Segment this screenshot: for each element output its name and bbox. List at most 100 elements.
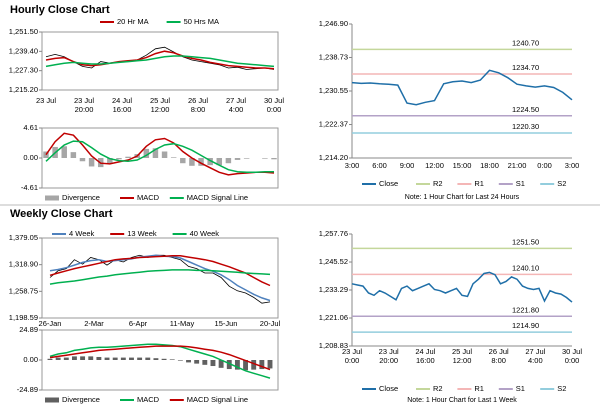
x-tick-label: 3:00 xyxy=(565,161,580,170)
divergence-bar xyxy=(88,356,94,360)
x-tick-label: 24 Jul xyxy=(415,347,435,356)
legend-label: R1 xyxy=(474,384,484,393)
x-tick-label: 16:00 xyxy=(416,356,435,365)
divergence-bar xyxy=(107,158,113,164)
divergence-bar xyxy=(72,356,77,360)
y-tick-label: 1,215.20 xyxy=(9,85,38,94)
divergence-bar xyxy=(207,158,213,166)
x-tick-label: 27 Jul xyxy=(525,347,545,356)
x-tick-label: 2-Mar xyxy=(84,319,104,328)
divergence-bar xyxy=(169,359,175,360)
divergence-bar xyxy=(47,358,53,360)
legend-label: S2 xyxy=(557,179,566,188)
divergence-bar xyxy=(234,158,241,160)
y-tick-label: 1,257.76 xyxy=(319,229,348,238)
legend-label: MACD xyxy=(137,395,160,404)
x-tick-label: 15-Jun xyxy=(215,319,238,328)
divergence-bar xyxy=(216,158,223,166)
divergence-bar xyxy=(218,360,224,368)
y-tick-label: 1,208.83 xyxy=(319,341,348,350)
x-tick-label: 0:00 xyxy=(565,356,580,365)
divergence-bar xyxy=(104,357,110,360)
x-tick-label: 0:00 xyxy=(267,105,282,114)
y-tick-label: 1,221.06 xyxy=(319,313,348,322)
section-title: Weekly Close Chart xyxy=(10,208,113,220)
legend-label: 40 Week xyxy=(190,229,220,238)
x-tick-label: 4:00 xyxy=(528,356,543,365)
divergence-bar xyxy=(243,158,250,159)
x-tick-label: 26-Jan xyxy=(39,319,62,328)
x-tick-label: 12:00 xyxy=(453,356,472,365)
x-tick-label: 0:00 xyxy=(537,161,552,170)
y-tick-label: 1,230.55 xyxy=(319,86,348,95)
y-tick-label: 1,245.52 xyxy=(319,257,348,266)
divergence-bar xyxy=(116,158,122,160)
divergence-bar xyxy=(55,357,61,360)
series-line xyxy=(45,140,274,174)
y-tick-label: -24.89 xyxy=(17,385,38,394)
divergence-bar xyxy=(120,357,126,360)
divergence-bar xyxy=(161,151,168,158)
x-tick-label: 8:00 xyxy=(191,105,206,114)
chart-note: Note: 1 Hour Chart for Last 24 Hours xyxy=(405,194,520,201)
legend-label: 50 Hrs MA xyxy=(184,17,219,26)
divergence-bar xyxy=(234,360,240,370)
x-tick-label: 6-Apr xyxy=(129,319,148,328)
divergence-bar xyxy=(112,357,118,360)
divergence-bar xyxy=(170,157,177,158)
y-tick-label: 1,198.59 xyxy=(9,313,38,322)
divergence-bar xyxy=(210,360,216,367)
series-line xyxy=(49,343,271,379)
y-tick-label: 1,222.37 xyxy=(319,120,348,129)
x-tick-label: 12:00 xyxy=(151,105,170,114)
price-line xyxy=(45,46,275,70)
legend-label: R2 xyxy=(433,179,443,188)
divergence-bar xyxy=(129,357,134,360)
divergence-bar xyxy=(259,360,265,370)
legend-label: MACD Signal Line xyxy=(187,193,248,202)
series-line xyxy=(49,254,271,302)
x-tick-label: 0:00 xyxy=(345,356,360,365)
divergence-bar xyxy=(152,148,159,158)
x-tick-label: 20:00 xyxy=(379,356,398,365)
divergence-bar xyxy=(63,357,69,360)
x-tick-label: 11-May xyxy=(170,319,195,328)
x-tick-label: 26 Jul xyxy=(188,96,208,105)
plot-frame xyxy=(41,127,279,189)
divergence-bar xyxy=(161,358,167,360)
legend-label: Divergence xyxy=(62,395,100,404)
series-line xyxy=(45,50,275,70)
x-tick-label: 23 Jul xyxy=(379,347,399,356)
y-tick-label: 1,318.90 xyxy=(9,260,38,269)
y-tick-label: -4.61 xyxy=(21,183,38,192)
y-tick-label: 1,251.50 xyxy=(9,27,38,36)
x-tick-label: 30 Jul xyxy=(562,347,582,356)
legend-label: MACD xyxy=(137,193,160,202)
y-tick-label: 4.61 xyxy=(23,123,38,132)
divergence-bar xyxy=(145,357,151,360)
level-label: 1240.70 xyxy=(512,38,539,47)
legend-label: Close xyxy=(379,384,398,393)
x-tick-label: 23 Jul xyxy=(74,96,94,105)
y-tick-label: 24.89 xyxy=(19,325,38,334)
x-tick-label: 6:00 xyxy=(372,161,387,170)
series-line xyxy=(49,269,271,285)
series-line xyxy=(49,345,271,371)
level-label: 1240.10 xyxy=(512,263,539,272)
divergence-bar xyxy=(61,146,67,158)
y-tick-label: 1,246.90 xyxy=(319,19,348,28)
divergence-bar xyxy=(143,148,150,158)
legend-label: 20 Hr MA xyxy=(117,17,149,26)
divergence-bar xyxy=(177,360,183,361)
legend-label: 4 Week xyxy=(69,229,95,238)
series-line xyxy=(351,69,573,106)
level-label: 1220.30 xyxy=(512,122,539,131)
level-label: 1214.90 xyxy=(512,321,539,330)
divergence-bar xyxy=(125,156,131,158)
x-tick-label: 4:00 xyxy=(229,105,244,114)
divergence-bar xyxy=(271,158,277,160)
series-line xyxy=(351,271,573,303)
divergence-bar xyxy=(43,151,49,158)
divergence-bar xyxy=(267,360,273,369)
x-tick-label: 23 Jul xyxy=(36,96,56,105)
